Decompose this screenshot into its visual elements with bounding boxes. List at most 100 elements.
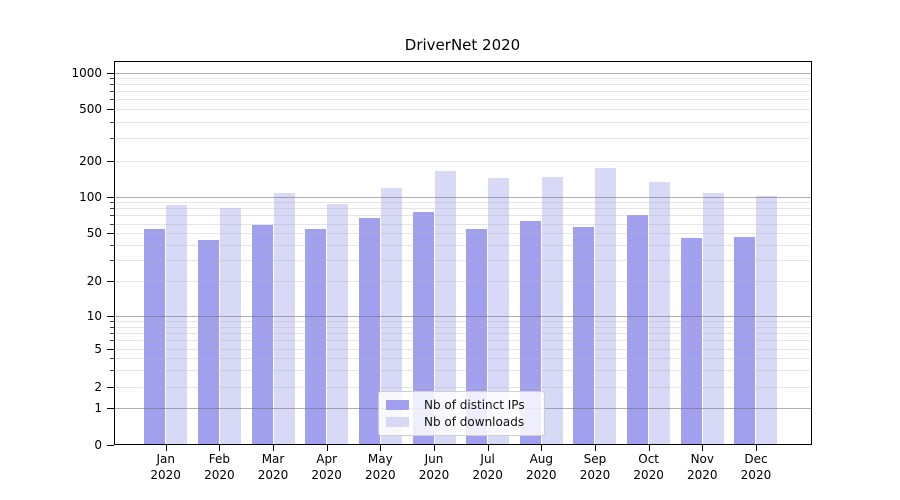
legend-item-distinct-ips: Nb of distinct IPs	[386, 398, 538, 412]
y-minor-tick	[110, 137, 114, 139]
y-minor-tick	[110, 99, 114, 101]
plot-top-spine	[114, 61, 812, 62]
bar-distinct-ips	[144, 229, 166, 445]
plot-left-spine	[114, 61, 115, 445]
bar-distinct-ips	[358, 217, 380, 445]
gridline-minor	[115, 208, 811, 210]
x-tick	[380, 445, 382, 451]
gridline-major	[115, 72, 811, 74]
bar-distinct-ips	[251, 225, 273, 445]
y-tick-label: 0	[94, 438, 102, 452]
bar-distinct-ips	[734, 236, 756, 445]
bar-downloads	[273, 192, 295, 445]
y-minor-tick	[110, 349, 114, 351]
x-tick	[434, 445, 435, 451]
plot-right-spine	[811, 61, 812, 445]
y-tick	[107, 408, 114, 410]
bar-downloads	[595, 168, 617, 445]
gridline-minor	[115, 137, 811, 139]
x-tick-label: Mar 2020	[257, 452, 289, 482]
y-tick	[107, 196, 114, 198]
legend-swatch-downloads	[386, 417, 409, 428]
y-minor-tick	[110, 370, 114, 372]
y-minor-tick	[110, 84, 114, 86]
x-tick-label: Feb 2020	[204, 452, 235, 482]
bar-distinct-ips	[680, 237, 702, 445]
gridline-minor	[115, 320, 811, 322]
x-tick	[326, 445, 328, 451]
bar-downloads	[649, 181, 671, 445]
gridline-minor	[115, 99, 811, 101]
y-minor-tick	[110, 259, 114, 261]
legend: Nb of distinct IPs Nb of downloads	[378, 391, 545, 436]
plot-bottom-spine	[114, 444, 812, 445]
y-minor-tick	[110, 320, 114, 322]
y-minor-tick	[110, 326, 114, 328]
y-minor-tick	[110, 215, 114, 217]
gridline-minor	[115, 91, 811, 93]
gridline-minor	[115, 340, 811, 342]
y-tick	[107, 315, 114, 317]
legend-label-distinct-ips: Nb of distinct IPs	[424, 397, 525, 412]
bar-downloads	[488, 177, 510, 445]
x-tick	[594, 445, 596, 451]
gridline-major	[115, 196, 811, 198]
bar-downloads	[434, 171, 456, 445]
gridline-minor	[115, 161, 811, 162]
gridline-minor	[115, 332, 811, 334]
y-minor-tick	[110, 340, 114, 342]
x-tick-label: Nov 2020	[687, 452, 718, 482]
gridline-minor	[115, 259, 811, 261]
y-minor-tick	[110, 121, 114, 123]
x-tick	[648, 445, 650, 451]
bar-distinct-ips	[197, 239, 219, 445]
y-tick-label: 1000	[71, 65, 102, 80]
gridline-minor	[115, 386, 811, 388]
gridline-minor	[115, 215, 811, 217]
y-minor-tick	[110, 78, 114, 80]
bar-distinct-ips	[305, 229, 327, 445]
bar-distinct-ips	[573, 227, 595, 445]
gridline-minor	[115, 223, 811, 225]
x-tick-label: Sep 2020	[579, 452, 611, 482]
y-tick-label: 100	[79, 189, 102, 204]
bar-downloads	[541, 177, 563, 445]
x-tick	[165, 445, 167, 451]
gridline-minor	[115, 326, 811, 328]
y-minor-tick	[110, 233, 114, 235]
y-minor-tick	[110, 386, 114, 388]
y-tick-label: 2	[94, 379, 102, 394]
gridline-minor	[115, 349, 811, 351]
y-minor-tick	[110, 91, 114, 93]
x-tick	[541, 445, 543, 451]
y-minor-tick	[110, 280, 114, 282]
bar-downloads	[219, 207, 241, 445]
y-tick-label: 20	[86, 273, 102, 288]
y-minor-tick	[110, 223, 114, 225]
x-tick	[219, 445, 221, 451]
x-tick	[702, 445, 704, 451]
y-tick-label: 10	[86, 308, 102, 323]
bar-downloads	[702, 192, 724, 445]
x-tick-label: Jan 2020	[150, 452, 181, 482]
y-minor-tick	[110, 358, 114, 360]
y-minor-tick	[110, 202, 114, 204]
legend-label-downloads: Nb of downloads	[424, 415, 525, 430]
y-tick-label: 50	[86, 226, 102, 241]
gridline-minor	[115, 202, 811, 204]
x-tick-label: Jun 2020	[418, 452, 450, 482]
gridline-minor	[115, 233, 811, 235]
gridline-minor	[115, 280, 811, 282]
y-tick-label: 500	[79, 102, 102, 116]
y-tick-label: 200	[79, 154, 102, 168]
gridline-minor	[115, 84, 811, 86]
y-minor-tick	[110, 109, 114, 110]
x-tick-label: Dec 2020	[740, 452, 772, 482]
gridline-major	[115, 315, 811, 317]
bar-distinct-ips	[519, 221, 541, 445]
bar-distinct-ips	[627, 214, 649, 445]
y-minor-tick	[110, 332, 114, 334]
y-tick	[107, 445, 114, 446]
chart-title: DriverNet 2020	[404, 36, 521, 54]
